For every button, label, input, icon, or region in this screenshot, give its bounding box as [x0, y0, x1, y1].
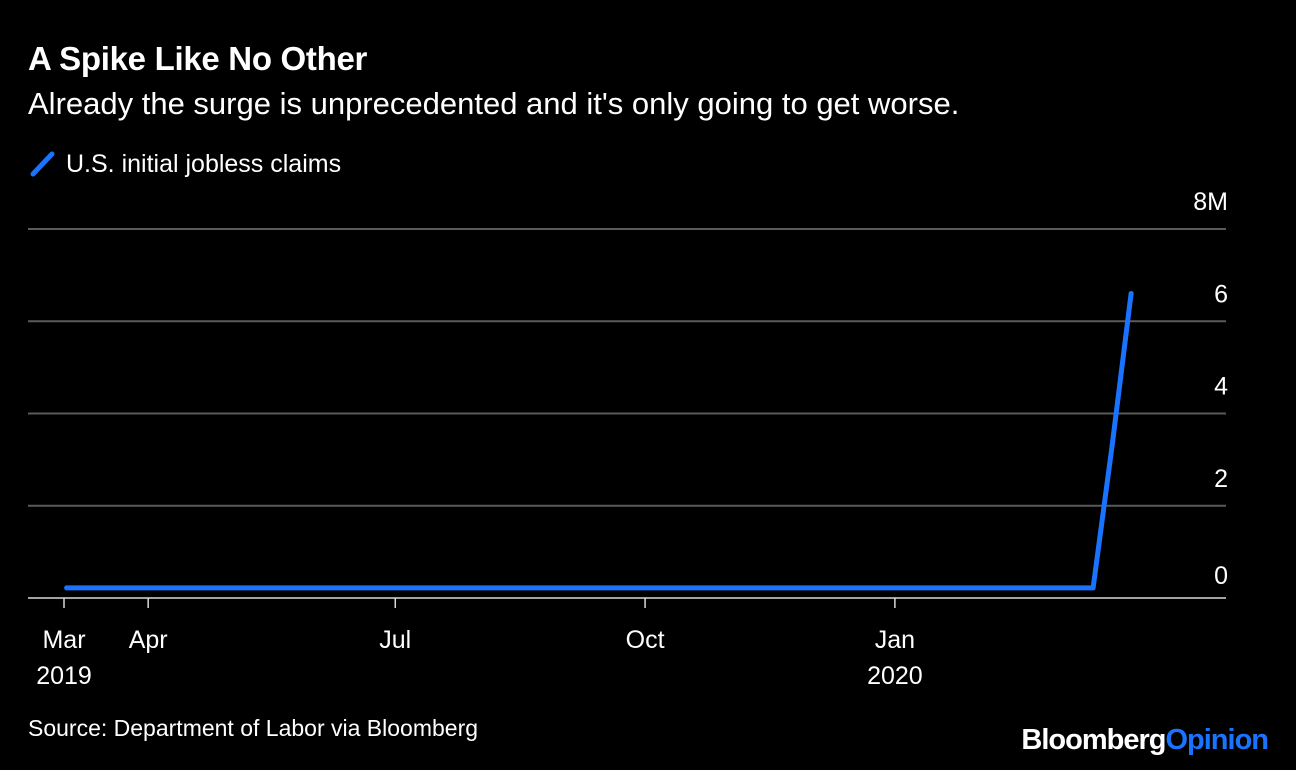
y-tick-label: 2 — [1214, 465, 1228, 493]
y-tick-label: 4 — [1214, 373, 1228, 401]
x-tick-sublabel: 2020 — [867, 662, 923, 690]
source-note: Source: Department of Labor via Bloomber… — [28, 715, 479, 741]
series-line — [64, 291, 1134, 591]
data-point — [1128, 291, 1134, 297]
legend-swatch-icon — [30, 151, 55, 177]
data-point — [1090, 585, 1096, 591]
legend: U.S. initial jobless claims — [28, 149, 341, 179]
brand-main: Bloomberg — [1021, 724, 1166, 756]
x-tick-sublabel: 2019 — [36, 662, 92, 690]
x-tick-label: Jan — [875, 626, 915, 654]
legend-swatch-line — [30, 151, 55, 177]
x-tick-label: Mar — [42, 626, 85, 654]
chart-title: A Spike Like No Other — [28, 40, 368, 77]
y-tick-label: 0 — [1214, 562, 1228, 590]
x-tick-label: Jul — [379, 626, 411, 654]
chart-subtitle: Already the surge is unprecedented and i… — [28, 86, 960, 121]
data-point — [1109, 443, 1115, 449]
x-tick-label: Oct — [626, 626, 665, 654]
data-point — [64, 585, 70, 591]
y-tick-label: 8M — [1193, 188, 1228, 216]
brand-accent: Opinion — [1165, 724, 1269, 756]
x-tick-label: Apr — [129, 626, 168, 654]
legend-label: U.S. initial jobless claims — [66, 149, 342, 178]
brand-logo: BloombergOpinion — [1021, 724, 1269, 757]
y-tick-label: 6 — [1214, 280, 1228, 308]
